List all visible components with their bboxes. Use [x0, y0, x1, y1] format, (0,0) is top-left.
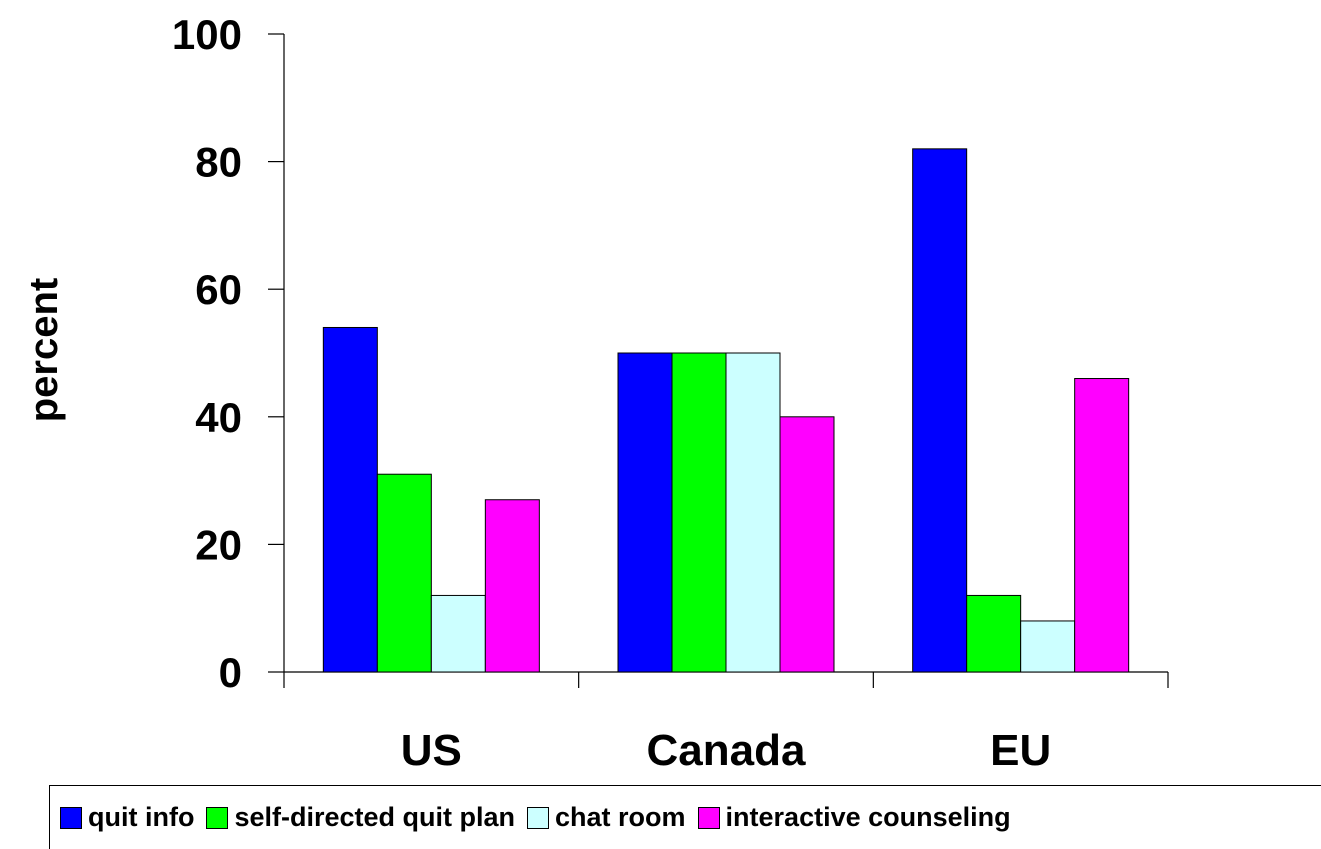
y-axis: 0 20 40 60 80 100 — [172, 11, 285, 696]
bar-chart: 0 20 40 60 80 100 US Canada EU percent — [22, 11, 1169, 775]
bar-canada-chat-room — [725, 352, 781, 673]
bar-eu-self-directed-quit-plan — [966, 594, 1022, 673]
bar-us-quit-info — [322, 326, 378, 673]
x-tick-label: Canada — [647, 726, 806, 775]
bar-us-interactive-counseling — [484, 499, 540, 673]
legend-label: chat room — [555, 802, 686, 832]
y-tick-label: 100 — [172, 11, 242, 58]
legend-item: self-directed quit plan — [206, 802, 515, 833]
bar-canada-interactive-counseling — [779, 416, 835, 673]
bar-canada-quit-info — [617, 352, 673, 673]
legend-label: interactive counseling — [725, 802, 1011, 832]
x-tick-label: EU — [990, 726, 1051, 775]
legend-swatch — [527, 806, 550, 829]
bar-eu-chat-room — [1020, 620, 1076, 673]
legend-swatch — [60, 806, 82, 829]
y-tick-label: 20 — [195, 521, 242, 568]
legend-item: quit info — [60, 802, 194, 833]
legend-swatch — [697, 806, 720, 829]
y-tick-label: 60 — [195, 266, 242, 313]
y-tick-label: 0 — [219, 649, 242, 696]
legend-item: interactive counseling — [697, 802, 1011, 833]
bar-us-chat-room — [430, 594, 486, 673]
bar-eu-interactive-counseling — [1074, 378, 1130, 673]
x-axis: US Canada EU — [283, 671, 1169, 775]
legend-label: self-directed quit plan — [234, 802, 516, 832]
legend-swatch — [206, 806, 229, 829]
bar-us-self-directed-quit-plan — [376, 473, 432, 673]
y-axis-label: percent — [22, 278, 66, 423]
bar-eu-quit-info — [912, 148, 968, 673]
y-tick-label: 40 — [195, 394, 242, 441]
bars — [322, 148, 1130, 673]
legend: quit info self-directed quit plan chat roo… — [49, 785, 1321, 849]
x-tick-label: US — [401, 726, 462, 775]
legend-label: quit info — [88, 802, 195, 832]
legend-item: chat room — [527, 802, 686, 833]
y-tick-label: 80 — [195, 139, 242, 186]
bar-canada-self-directed-quit-plan — [671, 352, 727, 673]
